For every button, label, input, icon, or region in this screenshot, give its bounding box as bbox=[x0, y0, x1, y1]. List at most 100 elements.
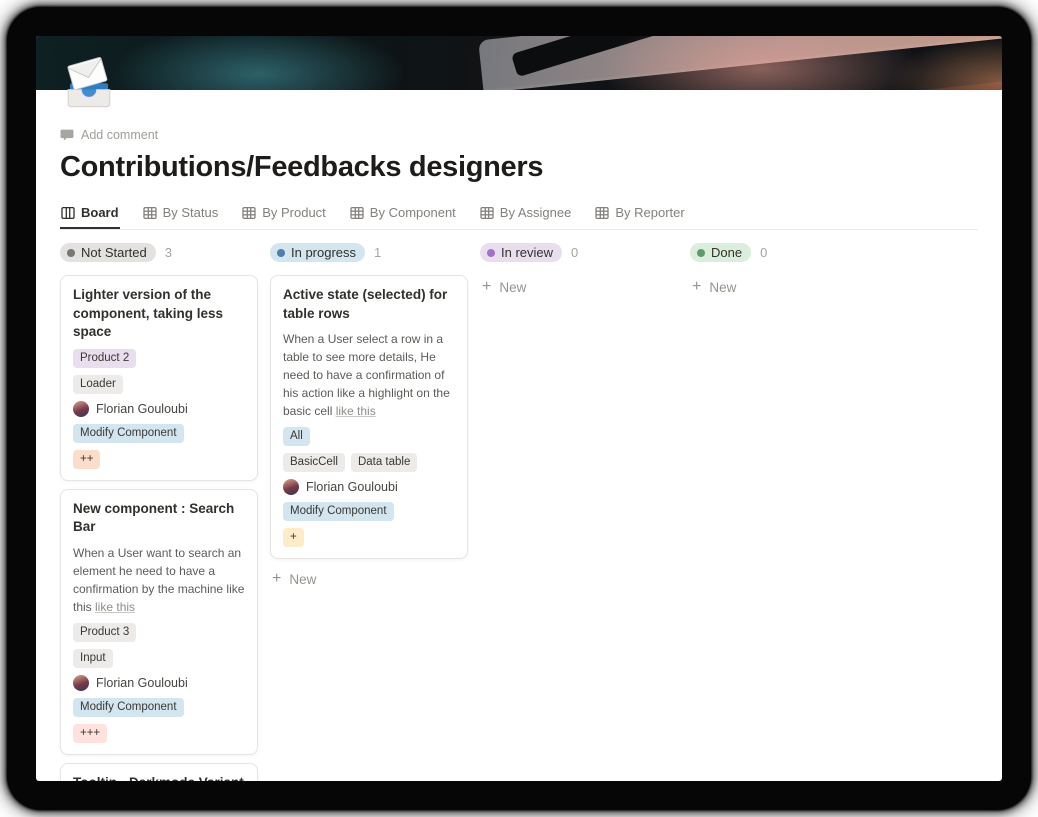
board-card[interactable]: Active state (selected) for table rows Wh… bbox=[270, 275, 468, 559]
card-property-row: BasicCell Data table bbox=[283, 453, 455, 473]
card-property-row: + bbox=[283, 528, 455, 547]
card-property-row: Florian Gouloubi bbox=[73, 674, 245, 691]
column-header: In progress 1 bbox=[270, 243, 468, 262]
card-property-row: Florian Gouloubi bbox=[73, 400, 245, 417]
card-property-row: All bbox=[283, 427, 455, 447]
card-property-row: Modify Component bbox=[73, 697, 245, 717]
avatar bbox=[283, 479, 299, 496]
column-status-pill[interactable]: In progress bbox=[270, 243, 366, 262]
person-name: Florian Gouloubi bbox=[96, 675, 188, 690]
status-dot-icon bbox=[277, 248, 285, 257]
tag-loader: Loader bbox=[73, 374, 123, 394]
card-description: When a User select a row in a table to s… bbox=[283, 330, 455, 420]
column-name: Not Started bbox=[81, 245, 147, 260]
add-comment-button[interactable]: Add comment bbox=[60, 128, 158, 142]
tab-label: By Assignee bbox=[499, 205, 572, 220]
card-property-row: ++ bbox=[73, 449, 245, 469]
column-count: 1 bbox=[374, 245, 382, 260]
board-column-not-started: Not Started 3 Lighter version of the compo… bbox=[60, 243, 258, 781]
tab-label: By Status bbox=[162, 205, 219, 220]
column-count: 0 bbox=[760, 245, 768, 260]
board-card[interactable]: New component : Search Bar When a User wa… bbox=[60, 488, 258, 755]
new-card-label: New bbox=[289, 571, 317, 587]
tag-modify-component: Modify Component bbox=[73, 423, 184, 443]
card-title[interactable]: Lighter version of the component, taking… bbox=[73, 287, 224, 340]
column-status-pill[interactable]: In review bbox=[480, 243, 563, 262]
kanban-board: Not Started 3 Lighter version of the compo… bbox=[60, 243, 978, 781]
card-description-link[interactable]: like this bbox=[335, 404, 376, 419]
tag-modify-component: Modify Component bbox=[283, 502, 394, 522]
column-count: 3 bbox=[164, 245, 172, 260]
notion-page: Add comment Contributions/Feedbacks desi… bbox=[36, 36, 1002, 781]
tab-by-status[interactable]: By Status bbox=[142, 201, 220, 229]
tab-by-reporter[interactable]: By Reporter bbox=[594, 201, 685, 229]
new-card-label: New bbox=[709, 279, 737, 295]
tab-label: By Component bbox=[369, 205, 456, 220]
page-title[interactable]: Contributions/Feedbacks designers bbox=[60, 151, 544, 183]
table-icon bbox=[480, 206, 494, 220]
card-description-text: When a User want to search an element he… bbox=[73, 545, 245, 614]
column-name: In progress bbox=[291, 245, 357, 260]
card-description-link[interactable]: like this bbox=[95, 599, 136, 614]
envelope-tray-notch bbox=[81, 89, 97, 97]
tag-item: + bbox=[283, 528, 304, 547]
column-count: 0 bbox=[571, 245, 579, 260]
card-property-row: Florian Gouloubi bbox=[283, 479, 455, 496]
new-card-label: New bbox=[499, 279, 527, 295]
tab-by-product[interactable]: By Product bbox=[241, 201, 327, 229]
tab-label: By Reporter bbox=[615, 205, 685, 220]
column-header: Done 0 bbox=[690, 243, 888, 262]
table-icon bbox=[595, 206, 609, 220]
board-card[interactable]: Lighter version of the component, taking… bbox=[60, 275, 258, 481]
card-property-row: Loader bbox=[73, 374, 245, 394]
card-property-row: Product 3 bbox=[73, 622, 245, 642]
table-icon bbox=[242, 206, 256, 220]
tab-by-assignee[interactable]: By Assignee bbox=[479, 201, 573, 229]
tab-by-component[interactable]: By Component bbox=[349, 201, 457, 229]
column-status-pill[interactable]: Not Started bbox=[60, 243, 156, 262]
card-description-text: When a User select a row in a table to s… bbox=[283, 332, 450, 419]
column-name: In review bbox=[501, 245, 554, 260]
column-header: Not Started 3 bbox=[60, 243, 258, 262]
avatar bbox=[73, 674, 89, 691]
card-title[interactable]: Tooltip - Darkmode Variant bbox=[73, 774, 245, 781]
new-card-button[interactable]: New bbox=[690, 275, 738, 299]
tag-input: Input bbox=[73, 648, 113, 668]
plus-icon bbox=[272, 571, 281, 587]
card-title[interactable]: Active state (selected) for table rows bbox=[283, 287, 448, 321]
tag-item: ++ bbox=[73, 449, 101, 469]
envelope-icon bbox=[67, 56, 108, 91]
plus-icon bbox=[482, 279, 491, 295]
card-description: When a User want to search an element he… bbox=[73, 544, 245, 616]
board-column-in-progress: In progress 1 Active state (selected) for … bbox=[270, 243, 468, 591]
status-dot-icon bbox=[487, 248, 495, 257]
tag-basiccell: BasicCell bbox=[283, 453, 345, 473]
new-card-button[interactable]: New bbox=[480, 275, 528, 299]
avatar bbox=[73, 400, 89, 417]
add-comment-label: Add comment bbox=[81, 128, 159, 142]
tag-product-3: Product 3 bbox=[73, 622, 137, 642]
comment-bubble-icon bbox=[60, 129, 74, 141]
tab-board[interactable]: Board bbox=[60, 201, 120, 229]
column-header: In review 0 bbox=[480, 243, 678, 262]
tab-label: By Product bbox=[262, 205, 326, 220]
tab-label: Board bbox=[81, 205, 119, 220]
board-icon bbox=[61, 206, 75, 220]
tag-product-2: Product 2 bbox=[73, 348, 137, 368]
new-card-button[interactable]: New bbox=[270, 567, 318, 591]
board-card[interactable]: Tooltip - Darkmode VariantProduct 1Produ… bbox=[60, 762, 258, 781]
person-name: Florian Gouloubi bbox=[306, 480, 398, 495]
page-icon-envelope[interactable] bbox=[60, 56, 118, 114]
column-status-pill[interactable]: Done bbox=[690, 243, 752, 262]
board-column-in-review: In review 0 New bbox=[480, 243, 678, 299]
board-column-done: Done 0 New bbox=[690, 243, 888, 299]
status-dot-icon bbox=[67, 248, 75, 257]
card-property-row: +++ bbox=[73, 723, 245, 743]
status-dot-icon bbox=[697, 248, 705, 257]
tag-data-table: Data table bbox=[350, 453, 418, 473]
tag-all: All bbox=[283, 427, 310, 447]
plus-icon bbox=[692, 279, 701, 295]
tag-item: +++ bbox=[73, 723, 108, 743]
view-tabs: Board By Status By Product By Component By A… bbox=[60, 201, 978, 230]
card-title[interactable]: New component : Search Bar bbox=[73, 500, 235, 535]
